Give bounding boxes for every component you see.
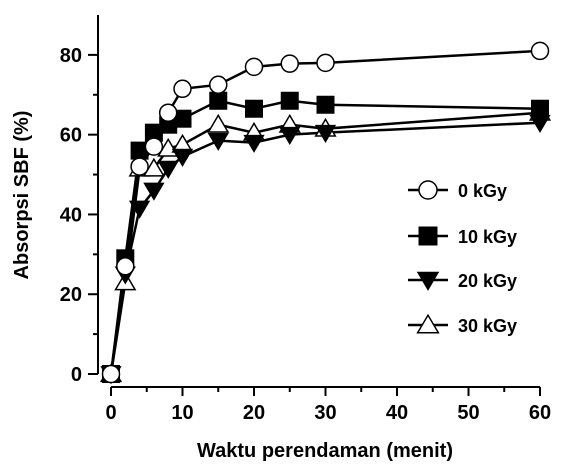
y-tick-label: 20 — [60, 284, 82, 306]
y-tick-label: 60 — [60, 125, 82, 147]
data-point-20-kgy — [243, 134, 265, 153]
x-tick-label: 20 — [243, 402, 265, 424]
data-point-0-kgy — [280, 54, 299, 73]
data-point-30-kgy — [142, 157, 165, 177]
x-tick-label: 60 — [529, 402, 551, 424]
data-point-0-kgy — [158, 103, 178, 122]
data-point-10-kgy — [316, 95, 335, 114]
data-point-20-kgy — [171, 148, 194, 167]
axes: 0 10 20 30 40 50 60 0 20 40 60 80 — [60, 15, 551, 424]
data-point-20-kgy — [207, 132, 229, 151]
legend-label-30-kgy: 30 kGy — [458, 316, 517, 336]
series-line-20-kgy — [109, 121, 541, 375]
data-point-0-kgy — [101, 364, 121, 384]
data-point-10-kgy — [209, 91, 228, 110]
series-layer — [99, 41, 552, 385]
legend-marker-0-kgy — [418, 180, 438, 200]
y-tick-label: 0 — [71, 364, 82, 386]
data-point-20-kgy — [128, 200, 151, 219]
y-axis-title: Absorpsi SBF (%) — [11, 111, 33, 280]
data-point-20-kgy — [143, 182, 165, 201]
data-point-10-kgy — [245, 99, 263, 118]
data-point-20-kgy — [279, 126, 301, 145]
x-tick-label: 30 — [314, 402, 336, 424]
data-point-0-kgy — [116, 257, 135, 276]
data-point-10-kgy — [280, 91, 299, 110]
data-point-0-kgy — [530, 41, 550, 61]
data-point-20-kgy — [314, 124, 337, 143]
legend-marker-20-kgy — [416, 271, 440, 291]
data-point-0-kgy — [209, 75, 228, 95]
y-tick-label: 80 — [60, 45, 82, 67]
data-point-0-kgy — [144, 137, 164, 156]
legend-marker-10-kgy — [418, 226, 438, 246]
legend: 0 kGy 10 kGy 20 kGy 30 kGy — [408, 180, 517, 336]
x-tick-label: 10 — [171, 402, 193, 424]
x-tick-label: 0 — [105, 402, 116, 424]
data-point-10-kgy — [531, 99, 549, 118]
x-tick-label: 50 — [457, 402, 479, 424]
data-point-0-kgy — [244, 57, 264, 77]
data-point-30-kgy — [207, 113, 230, 133]
data-point-0-kgy — [173, 79, 192, 99]
legend-marker-30-kgy — [416, 313, 440, 334]
legend-label-0-kgy: 0 kGy — [458, 181, 507, 201]
data-point-0-kgy — [130, 157, 149, 176]
data-point-0-kgy — [316, 53, 335, 73]
legend-label-10-kgy: 10 kGy — [458, 227, 517, 247]
x-axis-title: Waktu perendaman (menit) — [197, 440, 453, 462]
x-tick-label: 40 — [386, 402, 408, 424]
y-tick-label: 40 — [60, 204, 82, 226]
data-point-20-kgy — [157, 160, 179, 179]
legend-label-20-kgy: 20 kGy — [458, 271, 517, 291]
